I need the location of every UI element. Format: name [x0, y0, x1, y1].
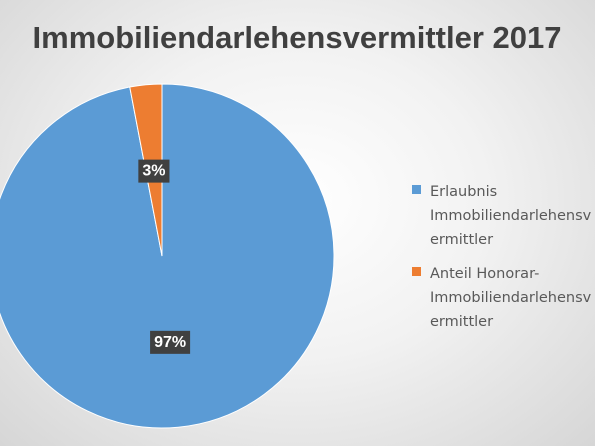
data-label-text: 3% [142, 163, 165, 180]
legend-swatch [412, 267, 421, 276]
legend-swatch [412, 185, 421, 194]
data-label-box [150, 330, 191, 354]
pie-slice [0, 83, 335, 429]
legend-label: Anteil Honorar-Immobiliendarlehensvermit… [430, 266, 592, 330]
data-label: 3% [138, 159, 170, 183]
data-label-text: 97% [154, 334, 186, 351]
data-label: 97% [150, 330, 191, 354]
data-label-box [138, 159, 170, 183]
legend-label: Erlaubnis Immobiliendarlehensvermittler [430, 184, 592, 248]
chart-title: Immobiliendarlehensvermittler 2017 [33, 20, 562, 55]
